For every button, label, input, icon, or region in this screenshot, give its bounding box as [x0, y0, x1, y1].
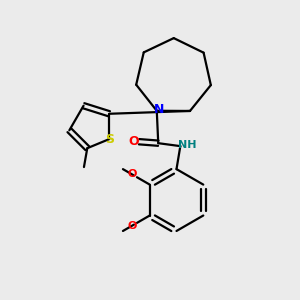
Text: O: O — [127, 169, 136, 179]
Text: S: S — [105, 133, 114, 146]
Text: O: O — [127, 221, 136, 231]
Text: N: N — [154, 103, 164, 116]
Text: NH: NH — [178, 140, 196, 150]
Text: O: O — [128, 135, 139, 148]
